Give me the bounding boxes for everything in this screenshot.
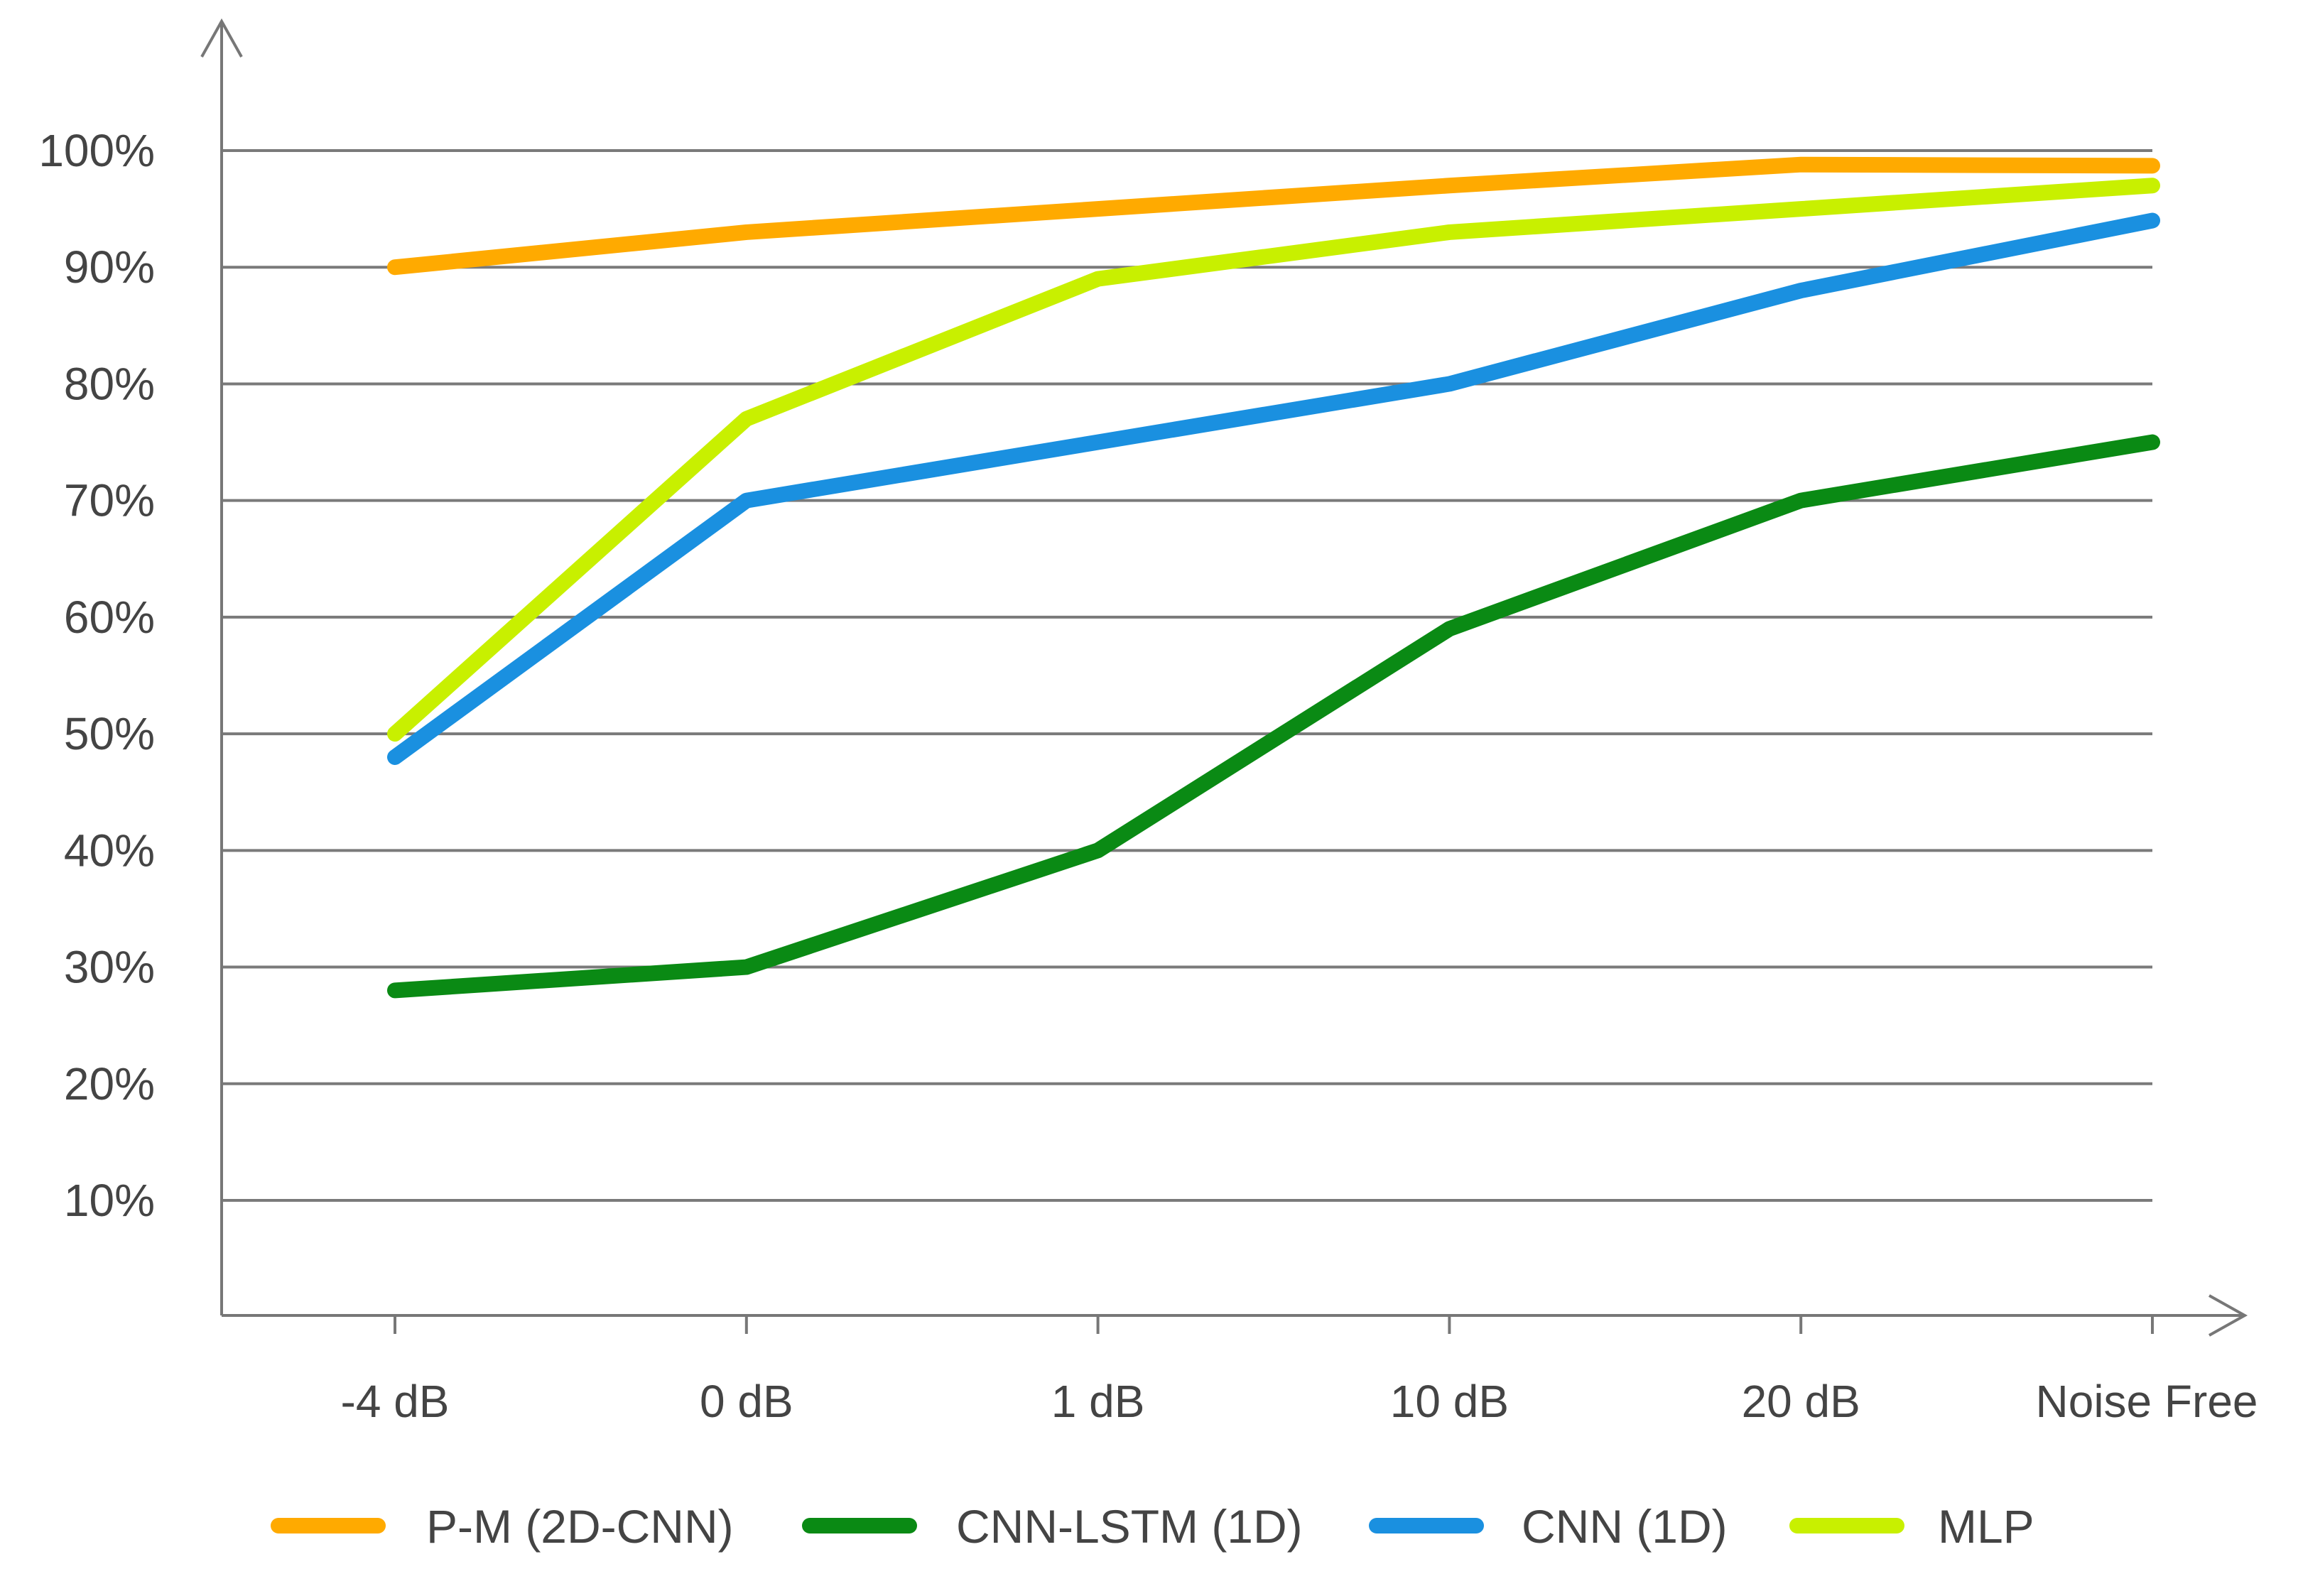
series-lines — [387, 156, 2160, 999]
data-point — [2152, 219, 2153, 222]
x-tick-label: 20 dB — [1742, 1376, 1860, 1427]
axes — [200, 18, 2248, 1337]
y-tick-label: 20% — [64, 1058, 155, 1109]
legend-item: CNN (1D) — [1369, 1500, 1728, 1553]
series-line — [387, 434, 2160, 999]
legend-label: CNN-LSTM (1D) — [956, 1500, 1303, 1553]
data-point — [745, 418, 747, 420]
y-tick-label: 100% — [38, 125, 155, 176]
x-tick-label: Noise Free — [2036, 1376, 2258, 1427]
legend-label: MLP — [1938, 1500, 2034, 1553]
series-2 — [387, 212, 2160, 765]
y-tick-label: 10% — [64, 1175, 155, 1226]
series-3 — [387, 178, 2160, 742]
series-line — [387, 156, 2160, 276]
data-point — [1448, 628, 1451, 630]
data-point — [1097, 441, 1099, 443]
data-point — [1448, 185, 1451, 187]
data-point — [1800, 163, 1802, 165]
x-tick-label: 0 dB — [700, 1376, 793, 1427]
legend-item: P-M (2D-CNN) — [271, 1500, 734, 1553]
x-tick-label: 1 dB — [1051, 1376, 1145, 1427]
data-point — [394, 989, 396, 992]
y-tick-label: 70% — [64, 475, 155, 526]
y-tick-labels: 10% 20% 30% 40% 50% 60% 70% 80% 90% 100% — [38, 125, 155, 1226]
data-point — [745, 499, 747, 501]
series-line — [387, 178, 2160, 742]
y-tick-label: 90% — [64, 241, 155, 293]
legend-item: MLP — [1789, 1500, 2034, 1553]
x-tick-label: 10 dB — [1390, 1376, 1509, 1427]
data-point — [394, 756, 396, 758]
x-tick-label: -4 dB — [341, 1376, 450, 1427]
series-line — [387, 212, 2160, 765]
data-point — [1800, 290, 1802, 292]
data-point — [1800, 208, 1802, 210]
y-tick-label: 50% — [64, 708, 155, 759]
legend-item: CNN-LSTM (1D) — [802, 1500, 1303, 1553]
legend-label: CNN (1D) — [1522, 1500, 1728, 1553]
data-point — [1448, 231, 1451, 233]
data-point — [1800, 499, 1802, 501]
data-point — [745, 966, 747, 968]
x-axis-arrow — [2208, 1294, 2248, 1337]
data-point — [1097, 208, 1099, 210]
data-point — [1097, 278, 1099, 280]
data-point — [2152, 185, 2153, 187]
data-point — [1097, 849, 1099, 852]
data-point — [2152, 441, 2153, 443]
y-tick-label: 40% — [64, 825, 155, 876]
series-1 — [387, 434, 2160, 999]
data-point — [2152, 165, 2153, 167]
x-tick-labels: -4 dB 0 dB 1 dB 10 dB 20 dB Noise Free — [341, 1376, 2258, 1427]
series-0 — [387, 156, 2160, 276]
data-point — [1448, 383, 1451, 385]
data-point — [745, 231, 747, 233]
y-tick-label: 60% — [64, 592, 155, 643]
legend: P-M (2D-CNN) CNN-LSTM (1D) CNN (1D) MLP — [271, 1500, 2034, 1553]
y-axis-arrow — [200, 18, 243, 58]
legend-label: P-M (2D-CNN) — [426, 1500, 734, 1553]
y-tick-label: 30% — [64, 942, 155, 993]
data-point — [394, 266, 396, 268]
y-tick-label: 80% — [64, 358, 155, 409]
data-point — [394, 733, 396, 735]
